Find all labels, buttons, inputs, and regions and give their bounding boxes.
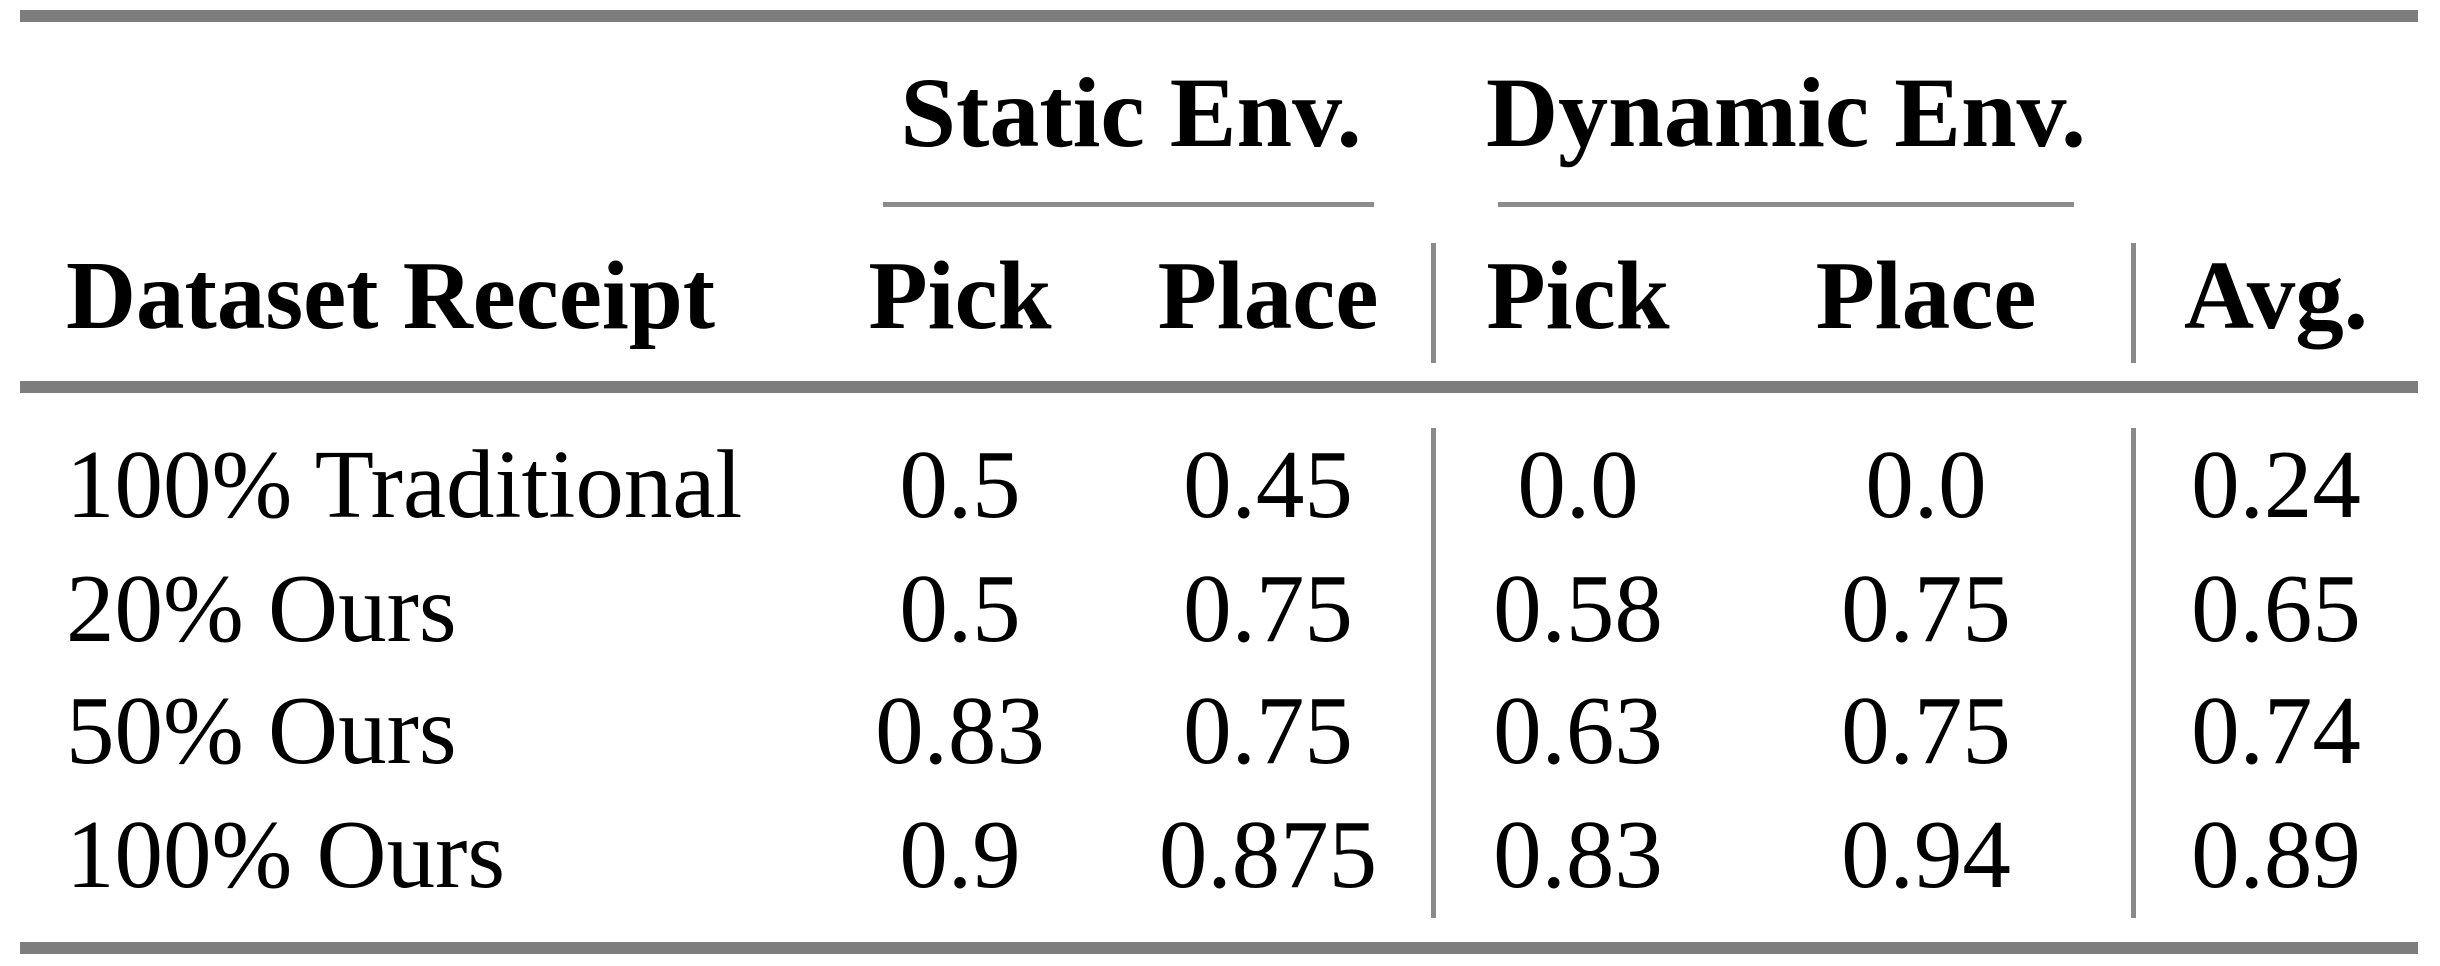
column-header-static-pick: Pick: [868, 242, 1052, 349]
cell-dynamic-place: 0.0: [1865, 431, 1987, 538]
cell-dynamic-pick: 0.83: [1493, 801, 1663, 908]
cell-static-pick: 0.9: [899, 801, 1021, 908]
cell-avg: 0.74: [2191, 677, 2361, 784]
static-env-cmidrule: [883, 202, 1374, 207]
cell-dynamic-pick: 0.63: [1493, 677, 1663, 784]
cell-dynamic-place: 0.75: [1841, 677, 2011, 784]
cell-dynamic-place: 0.94: [1841, 801, 2011, 908]
cell-static-place: 0.75: [1183, 677, 1353, 784]
row-label: 100% Traditional: [66, 431, 743, 538]
bottom-rule: [20, 942, 2418, 954]
vertical-separator: [1431, 243, 1436, 363]
column-header-dataset-receipt: Dataset Receipt: [66, 242, 716, 349]
dynamic-env-cmidrule: [1498, 202, 2074, 207]
cell-static-pick: 0.5: [899, 431, 1021, 538]
vertical-separator: [2131, 243, 2136, 363]
cell-dynamic-pick: 0.58: [1493, 555, 1663, 662]
cell-avg: 0.65: [2191, 555, 2361, 662]
column-header-avg: Avg.: [2183, 242, 2369, 349]
mid-rule: [20, 381, 2418, 393]
group-header-dynamic-env: Dynamic Env.: [1485, 57, 2087, 168]
group-header-static-env: Static Env.: [900, 57, 1362, 168]
cell-dynamic-pick: 0.0: [1517, 431, 1639, 538]
vertical-separator: [1431, 428, 1436, 918]
cell-avg: 0.89: [2191, 801, 2361, 908]
row-label: 20% Ours: [66, 555, 457, 662]
column-header-dynamic-pick: Pick: [1486, 242, 1670, 349]
vertical-separator: [2131, 428, 2136, 918]
column-header-static-place: Place: [1157, 242, 1379, 349]
cell-dynamic-place: 0.75: [1841, 555, 2011, 662]
row-label: 100% Ours: [66, 801, 506, 908]
column-header-dynamic-place: Place: [1815, 242, 2037, 349]
row-label: 50% Ours: [66, 677, 457, 784]
cell-static-pick: 0.83: [875, 677, 1045, 784]
cell-avg: 0.24: [2191, 431, 2361, 538]
cell-static-place: 0.875: [1158, 801, 1378, 908]
top-rule: [20, 10, 2418, 22]
cell-static-place: 0.75: [1183, 555, 1353, 662]
cell-static-pick: 0.5: [899, 555, 1021, 662]
cell-static-place: 0.45: [1183, 431, 1353, 538]
